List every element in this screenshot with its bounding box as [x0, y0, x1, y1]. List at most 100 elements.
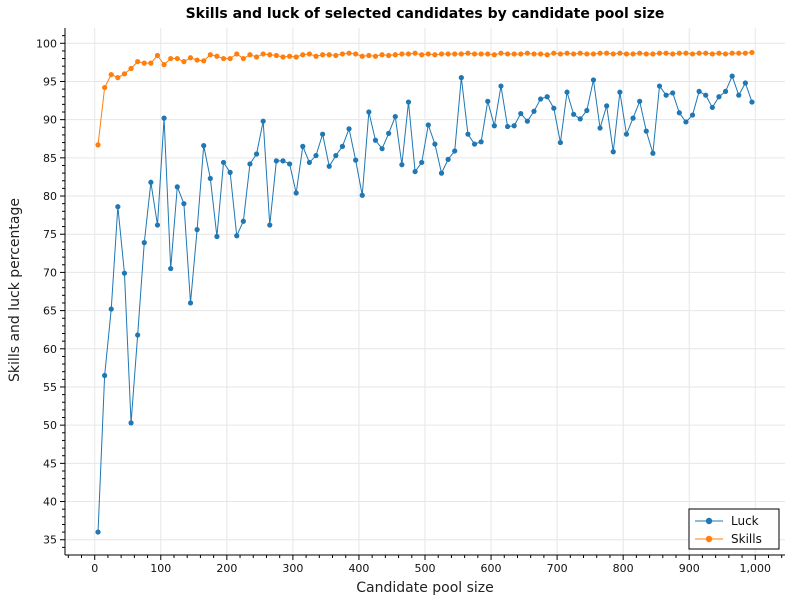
luck-series-line: [97, 74, 753, 533]
skills-data-point: [478, 51, 484, 57]
luck-data-point: [485, 98, 491, 104]
luck-data-point: [643, 128, 649, 134]
luck-data-point: [339, 143, 346, 149]
skills-data-point: [326, 52, 332, 58]
luck-series: [95, 73, 755, 535]
skills-data-point: [141, 60, 147, 66]
skills-data-point: [240, 55, 246, 62]
luck-data-point: [412, 168, 418, 175]
skills-data-point: [412, 50, 418, 56]
x-tick-label: 700: [547, 562, 568, 575]
skills-data-point: [623, 51, 630, 57]
skills-data-point: [656, 50, 663, 56]
y-tick-label: 65: [43, 305, 57, 318]
skills-data-point: [207, 52, 213, 58]
y-tick-label: 100: [36, 37, 57, 50]
luck-data-point: [722, 88, 729, 94]
skills-data-point: [320, 52, 326, 58]
luck-data-point: [181, 201, 187, 207]
luck-data-point: [577, 116, 583, 122]
grid-lines: [65, 28, 785, 555]
luck-data-point: [161, 115, 167, 121]
skills-data-point: [438, 51, 445, 57]
skills-data-point: [405, 51, 412, 57]
chart-title: Skills and luck of selected candidates b…: [186, 6, 665, 22]
luck-data-point: [670, 90, 676, 96]
luck-data-point: [623, 131, 630, 137]
luck-data-point: [154, 222, 161, 228]
skills-data-point: [590, 51, 597, 57]
luck-data-point: [267, 222, 273, 228]
skills-data-point: [392, 52, 398, 58]
luck-data-point: [445, 156, 451, 162]
skills-data-point: [663, 50, 669, 56]
luck-data-point: [135, 332, 141, 338]
skills-data-point: [121, 71, 128, 77]
luck-data-point: [102, 372, 108, 379]
luck-data-point: [121, 270, 128, 276]
legend: Luck Skills: [688, 508, 780, 550]
skills-data-point: [148, 60, 154, 66]
skills-data-point: [511, 51, 517, 57]
skills-data-point: [379, 52, 385, 58]
luck-data-point: [663, 92, 669, 98]
luck-data-point: [280, 158, 286, 164]
luck-data-point: [590, 77, 597, 83]
skills-data-point: [168, 55, 174, 62]
y-tick-label: 55: [43, 381, 57, 394]
legend-label-skills: Skills: [731, 532, 762, 546]
x-tick-label: 900: [679, 562, 700, 575]
luck-data-point: [557, 139, 564, 146]
legend-item-luck: Luck: [695, 514, 759, 528]
luck-data-point: [696, 88, 702, 94]
luck-data-point: [187, 300, 194, 306]
series-group: [95, 49, 755, 535]
luck-data-point: [108, 306, 114, 312]
skills-data-point: [610, 51, 616, 57]
legend-marker-luck: [705, 517, 713, 525]
skills-data-point: [689, 51, 696, 57]
skills-data-point: [604, 50, 610, 56]
skills-data-point: [670, 51, 676, 57]
y-tick-label: 35: [43, 534, 57, 547]
skills-data-point: [742, 50, 748, 56]
luck-data-point: [703, 92, 709, 98]
skills-series-line: [97, 51, 753, 145]
skills-data-point: [201, 58, 207, 64]
x-tick-label: 1,000: [740, 562, 772, 575]
luck-data-point: [379, 146, 385, 152]
luck-data-point: [240, 218, 246, 224]
luck-data-point: [716, 94, 722, 100]
luck-data-point: [610, 149, 616, 155]
skills-data-point: [524, 50, 530, 56]
y-tick-label: 85: [43, 152, 57, 165]
skills-data-point: [161, 62, 167, 68]
luck-data-point: [676, 110, 682, 116]
luck-data-point: [366, 109, 372, 115]
skills-data-point: [504, 51, 511, 57]
luck-data-point: [709, 104, 715, 111]
luck-data-point: [260, 118, 266, 124]
y-tick-label: 95: [43, 75, 57, 88]
skills-data-point: [346, 50, 352, 56]
luck-data-point: [386, 130, 392, 136]
skills-data-point: [571, 51, 577, 57]
luck-data-point: [650, 150, 656, 156]
skills-data-point: [425, 51, 431, 57]
luck-data-point: [194, 227, 200, 233]
skills-data-point: [445, 51, 451, 57]
skills-data-point: [115, 75, 121, 81]
skills-data-point: [359, 53, 365, 59]
legend-marker-skills: [705, 535, 713, 543]
luck-data-point: [227, 169, 233, 175]
luck-data-point: [465, 131, 471, 137]
luck-data-point: [584, 107, 590, 114]
luck-data-point: [656, 83, 663, 89]
skills-data-point: [339, 51, 346, 57]
luck-data-point: [286, 161, 293, 167]
skills-data-point: [247, 52, 253, 58]
skills-data-point: [234, 51, 240, 57]
luck-data-point: [141, 240, 147, 246]
